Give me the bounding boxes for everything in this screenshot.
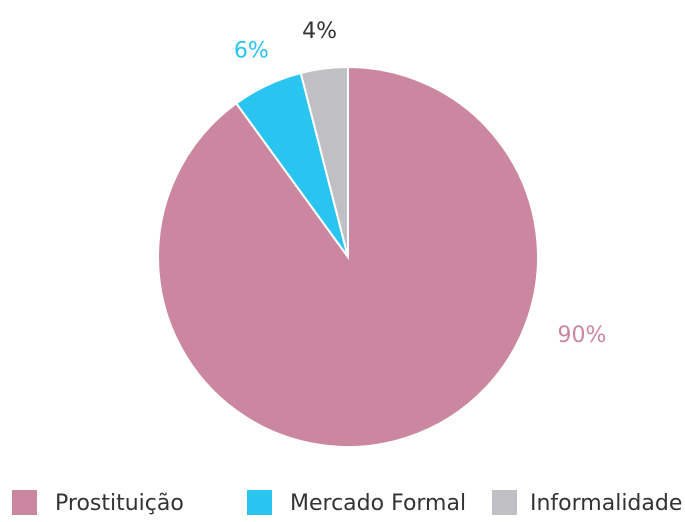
legend-swatch (247, 490, 272, 515)
data-label: 90% (558, 323, 607, 348)
pie-slice (299, 65, 349, 258)
legend-swatch (12, 490, 37, 515)
legend-label: Mercado Formal (290, 491, 466, 516)
data-label: 4% (302, 19, 337, 44)
data-label: 6% (234, 39, 269, 64)
legend-label: Prostituição (55, 491, 184, 516)
legend-label: Informalidade (530, 491, 682, 516)
legend-swatch (492, 490, 517, 515)
